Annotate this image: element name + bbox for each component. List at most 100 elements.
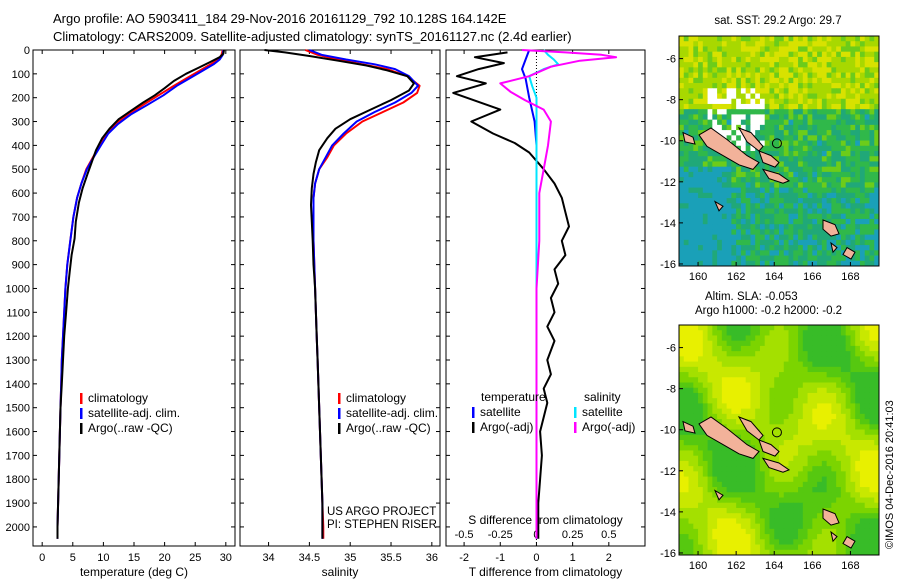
map-cell: [845, 51, 851, 58]
map-cell: [798, 93, 804, 100]
map-cell: [688, 255, 694, 262]
map-cell: [702, 62, 708, 68]
map-cell: [840, 51, 847, 58]
map-cell: [802, 492, 808, 498]
map-cell: [798, 392, 804, 399]
map-cell: [769, 507, 775, 514]
depth-tick-label: 1100: [6, 307, 30, 319]
map-cell: [793, 413, 799, 420]
map-cell: [836, 460, 842, 467]
map-cell: [698, 340, 704, 347]
map-cell: [874, 398, 880, 404]
map-cell: [850, 77, 856, 84]
map-cell: [831, 208, 837, 215]
map-cell: [874, 534, 880, 540]
map-cell: [840, 487, 847, 493]
map-cell: [845, 130, 851, 136]
map-cell: [750, 377, 756, 383]
map-cell: [788, 325, 794, 331]
map-cell: [783, 502, 789, 509]
map-cell: [807, 539, 813, 545]
map-cell: [679, 109, 685, 115]
map-x-tick-label: 164: [765, 271, 783, 283]
map-cell: [831, 192, 837, 199]
map-cell: [826, 51, 832, 58]
map-cell: [859, 156, 866, 162]
map-cell: [874, 177, 880, 183]
map-cell: [783, 476, 789, 483]
map-cell: [821, 361, 828, 368]
map-cell: [736, 67, 742, 73]
map-cell: [840, 507, 847, 514]
map-cell: [717, 481, 723, 488]
map-cell: [821, 62, 828, 68]
map-cell: [859, 245, 866, 251]
map-cell: [712, 255, 718, 262]
map-cell: [831, 419, 837, 425]
map-cell: [712, 208, 718, 215]
map-cell: [821, 549, 828, 556]
map-cell: [788, 534, 794, 540]
map-cell: [869, 403, 875, 410]
map-cell: [874, 539, 880, 545]
map-cell: [750, 41, 756, 47]
island-shape: [698, 127, 760, 170]
map-cell: [750, 440, 756, 446]
map-cell: [840, 455, 847, 462]
map-cell: [750, 62, 756, 68]
map-cell: [721, 413, 728, 420]
map-cell: [859, 198, 866, 204]
map-cell: [869, 492, 875, 498]
map-cell: [798, 455, 804, 462]
map-cell: [759, 224, 766, 230]
map-cell: [774, 544, 780, 551]
map-cell: [783, 534, 789, 540]
map-cell: [864, 366, 870, 373]
map-cell: [683, 528, 689, 535]
map-cell: [702, 403, 708, 410]
map-cell: [793, 382, 799, 389]
map-cell: [836, 109, 842, 115]
map-cell: [855, 345, 861, 352]
map-cell: [779, 51, 785, 58]
map-cell: [693, 182, 699, 188]
map-cell: [726, 72, 732, 79]
x-tick-label: 34: [262, 552, 274, 564]
map-cell: [769, 351, 775, 357]
map-cell: [726, 487, 732, 493]
map-cell: [717, 229, 723, 236]
map-cell: [836, 434, 842, 441]
map-cell: [845, 124, 851, 131]
map-cell: [783, 161, 789, 168]
map-cell: [779, 36, 785, 42]
map-cell: [821, 156, 828, 162]
map-cell: [850, 335, 856, 342]
map-cell: [688, 403, 694, 410]
map-cell: [840, 208, 847, 215]
map-cell: [859, 549, 866, 556]
map-cell: [759, 250, 766, 256]
map-cell: [859, 424, 866, 430]
map-cell: [798, 161, 804, 168]
map-cell: [831, 36, 837, 42]
map-cell: [798, 177, 804, 183]
map-cell: [764, 351, 770, 357]
map-cell: [845, 103, 851, 110]
map-cell: [774, 166, 780, 173]
map-cell: [793, 372, 799, 378]
map-cell: [721, 166, 728, 173]
legend-label: satellite: [582, 405, 623, 419]
map-cell: [836, 372, 842, 378]
map-cell: [817, 487, 823, 493]
map-cell: [683, 387, 689, 394]
map-cell: [750, 507, 756, 514]
map-cell: [698, 387, 704, 394]
map-cell: [779, 229, 785, 236]
map-cell: [745, 507, 751, 514]
map-cell: [864, 413, 870, 420]
map-cell: [740, 187, 747, 194]
map-cell: [779, 345, 785, 352]
map-cell: [798, 528, 804, 535]
map-cell: [726, 56, 732, 63]
island-shape: [830, 530, 838, 543]
